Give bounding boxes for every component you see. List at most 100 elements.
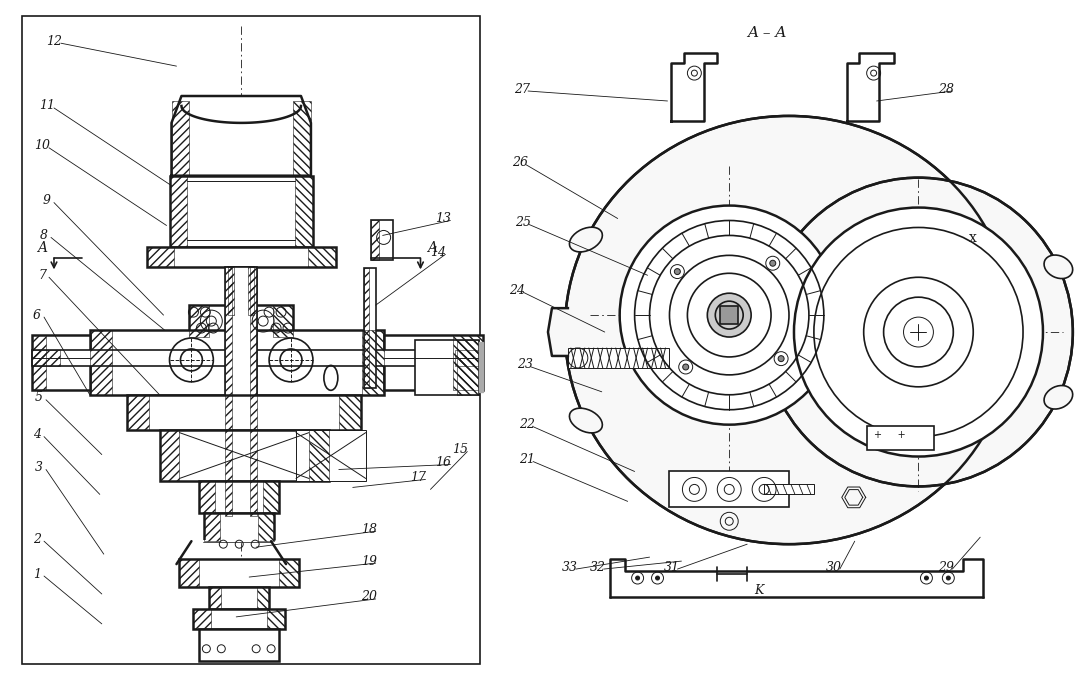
- Circle shape: [202, 645, 210, 653]
- Bar: [225, 267, 258, 516]
- Circle shape: [252, 645, 260, 653]
- Bar: [22, 16, 480, 664]
- Bar: [568, 348, 670, 368]
- Circle shape: [674, 269, 681, 275]
- Bar: [670, 471, 789, 508]
- Text: 6: 6: [34, 309, 41, 322]
- Text: A: A: [37, 241, 47, 256]
- Bar: [295, 175, 313, 247]
- Text: A – A: A – A: [748, 26, 787, 40]
- Bar: [248, 267, 254, 315]
- Polygon shape: [547, 308, 568, 356]
- Text: 25: 25: [515, 216, 531, 229]
- Text: 21: 21: [519, 453, 536, 466]
- Bar: [204, 513, 221, 541]
- Bar: [259, 513, 274, 541]
- Circle shape: [620, 206, 839, 425]
- Text: 3: 3: [35, 461, 43, 474]
- Bar: [456, 350, 484, 366]
- Bar: [199, 482, 279, 513]
- Bar: [258, 587, 269, 609]
- Bar: [364, 269, 369, 388]
- Circle shape: [267, 645, 275, 653]
- Bar: [458, 340, 479, 395]
- Ellipse shape: [569, 227, 603, 252]
- Text: 30: 30: [826, 560, 842, 573]
- Bar: [172, 101, 189, 175]
- Text: 27: 27: [514, 82, 530, 95]
- Text: 18: 18: [360, 523, 377, 536]
- Circle shape: [217, 645, 225, 653]
- Ellipse shape: [1044, 386, 1072, 409]
- Bar: [867, 425, 935, 449]
- Text: 17: 17: [410, 471, 426, 484]
- Bar: [32, 335, 90, 390]
- Bar: [228, 267, 234, 315]
- Text: 14: 14: [431, 246, 447, 259]
- Bar: [209, 587, 269, 609]
- Bar: [279, 559, 299, 587]
- Circle shape: [794, 208, 1043, 456]
- Circle shape: [769, 260, 776, 266]
- Circle shape: [656, 576, 660, 580]
- Text: 9: 9: [43, 194, 51, 207]
- Bar: [371, 221, 393, 260]
- Bar: [32, 350, 60, 366]
- Bar: [32, 350, 484, 366]
- Ellipse shape: [1044, 255, 1072, 279]
- Text: K: K: [754, 584, 764, 597]
- Polygon shape: [176, 541, 286, 564]
- Bar: [764, 484, 814, 495]
- Bar: [364, 269, 375, 388]
- Bar: [159, 429, 329, 482]
- Bar: [189, 305, 209, 337]
- Circle shape: [708, 293, 751, 337]
- Bar: [146, 247, 174, 267]
- Text: 15: 15: [452, 443, 469, 456]
- Bar: [296, 429, 366, 482]
- Text: 33: 33: [562, 560, 578, 573]
- Text: 12: 12: [45, 35, 62, 48]
- Bar: [199, 482, 215, 513]
- Circle shape: [683, 364, 688, 370]
- Bar: [180, 559, 299, 587]
- Text: A: A: [427, 241, 437, 256]
- Bar: [225, 267, 233, 516]
- Text: 23: 23: [517, 358, 533, 371]
- Bar: [204, 513, 274, 541]
- Text: 31: 31: [663, 560, 679, 573]
- Bar: [721, 306, 738, 324]
- Text: 19: 19: [360, 555, 377, 568]
- Bar: [361, 330, 384, 395]
- Circle shape: [947, 576, 950, 580]
- Bar: [146, 247, 335, 267]
- Bar: [189, 305, 293, 337]
- Polygon shape: [672, 53, 717, 121]
- Bar: [194, 609, 285, 629]
- Bar: [180, 559, 199, 587]
- Text: 32: 32: [590, 560, 606, 573]
- Polygon shape: [847, 53, 894, 121]
- Text: 28: 28: [938, 82, 954, 95]
- Bar: [159, 429, 180, 482]
- Circle shape: [924, 576, 928, 580]
- Text: 20: 20: [360, 590, 377, 603]
- Text: 13: 13: [435, 212, 451, 225]
- Text: 10: 10: [34, 139, 50, 152]
- Bar: [308, 247, 335, 267]
- Text: 2: 2: [34, 533, 41, 546]
- Bar: [32, 335, 47, 390]
- Polygon shape: [172, 96, 311, 175]
- Text: 16: 16: [435, 456, 451, 469]
- Text: +     +: + +: [873, 429, 906, 440]
- Text: 8: 8: [40, 229, 48, 242]
- Polygon shape: [610, 559, 984, 597]
- Circle shape: [778, 356, 784, 362]
- Text: 7: 7: [38, 269, 47, 282]
- Bar: [273, 305, 293, 337]
- Text: 29: 29: [938, 560, 954, 573]
- Bar: [371, 221, 379, 260]
- Bar: [209, 587, 222, 609]
- Bar: [267, 609, 285, 629]
- Bar: [127, 395, 360, 429]
